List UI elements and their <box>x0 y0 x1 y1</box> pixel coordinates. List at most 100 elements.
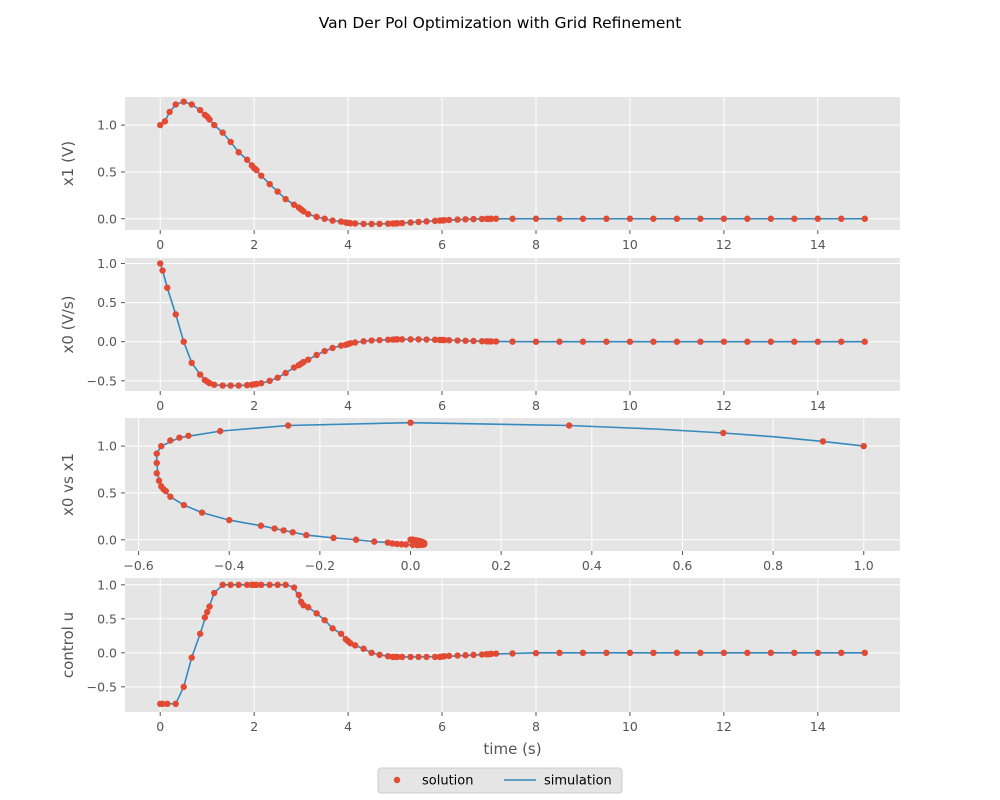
solution-point <box>376 651 383 659</box>
solution-point <box>161 118 169 125</box>
solution-point <box>347 220 354 227</box>
solution-point <box>509 338 516 345</box>
solution-point <box>337 630 345 637</box>
x-tick-label: 12 <box>716 719 732 734</box>
solution-point <box>304 604 312 611</box>
y-tick-label: 1.0 <box>97 439 117 454</box>
x-tick-label: 0 <box>156 398 164 413</box>
solution-point <box>172 700 179 708</box>
solution-point <box>227 581 234 589</box>
solution-point <box>838 338 845 345</box>
solution-point <box>253 581 260 589</box>
solution-point <box>861 215 868 222</box>
x-axis-label: time (s) <box>483 740 541 758</box>
solution-point <box>767 338 775 345</box>
solution-point <box>274 188 281 195</box>
solution-point <box>368 337 375 344</box>
solution-point <box>470 215 477 223</box>
solution-point <box>838 215 845 222</box>
solution-point <box>203 608 211 616</box>
x-tick-label: 2 <box>250 237 258 252</box>
solution-point <box>415 218 422 226</box>
solution-point <box>720 338 728 345</box>
solution-point <box>180 501 188 509</box>
solution-point <box>360 338 367 345</box>
solution-point <box>650 338 657 345</box>
plot-area <box>125 578 900 712</box>
solution-point <box>441 217 448 224</box>
solution-point <box>167 493 174 500</box>
legend-simulation-label: simulation <box>544 774 612 789</box>
solution-point <box>227 382 234 389</box>
plot-area <box>125 258 900 391</box>
solution-point <box>188 359 195 367</box>
subplot-3: −0.6 −0.4 −0.2 0.0 0.2 0.4 0.6 0.8 1.0 0.0 0.5 1.0 x… <box>59 418 900 573</box>
solution-point <box>360 645 367 652</box>
x-tick-label: 0.0 <box>401 558 421 573</box>
solution-point <box>579 649 587 657</box>
solution-point <box>462 337 469 344</box>
x-tick-label: 2 <box>250 398 258 413</box>
x-tick-label: 14 <box>810 237 826 252</box>
solution-point <box>216 427 224 435</box>
solution-point <box>329 344 336 352</box>
subplots: 0 2 4 6 8 10 12 14 0.0 0.5 1.0 x1 (V) 0 2 4 6 8 10 12 14 −0.… <box>59 97 900 758</box>
solution-point <box>167 437 174 444</box>
solution-point <box>274 374 281 381</box>
solution-point <box>290 584 298 591</box>
solution-point <box>206 116 213 123</box>
solution-point <box>313 213 320 221</box>
solution-point <box>814 649 822 657</box>
solution-point <box>330 534 337 542</box>
subplot-2: 0 2 4 6 8 10 12 14 −0.5 0.0 0.5 1.0 x0 (V/s) <box>59 256 900 413</box>
solution-point <box>394 653 401 661</box>
solution-point <box>347 340 354 347</box>
solution-point <box>398 219 406 227</box>
solution-point <box>304 356 312 363</box>
solution-point <box>153 450 160 457</box>
solution-point <box>282 195 289 203</box>
solution-point <box>159 700 166 708</box>
solution-point <box>402 541 410 548</box>
solution-point <box>384 220 392 227</box>
solution-point <box>166 108 173 116</box>
solution-point <box>720 215 728 222</box>
solution-point <box>351 220 359 227</box>
solution-point <box>462 652 469 659</box>
solution-point <box>219 382 226 389</box>
solution-point <box>393 540 401 548</box>
legend: solution simulation <box>377 767 623 794</box>
solution-point <box>196 106 204 114</box>
solution-point <box>289 529 296 536</box>
solution-point <box>744 215 751 222</box>
solution-point <box>271 525 278 532</box>
solution-point <box>196 630 204 637</box>
solution-point <box>282 369 289 377</box>
solution-point <box>398 653 406 661</box>
solution-point <box>441 336 448 344</box>
solution-point <box>454 652 461 659</box>
x-tick-label: 12 <box>716 398 732 413</box>
solution-point <box>243 581 251 589</box>
solution-point <box>235 382 242 389</box>
solution-point <box>861 338 868 345</box>
y-tick-label: 0.0 <box>97 532 117 547</box>
solution-point <box>423 336 430 343</box>
solution-point <box>153 459 160 467</box>
y-axis-label: x0 vs x1 <box>59 453 77 516</box>
solution-point <box>492 338 500 345</box>
solution-point <box>556 338 563 345</box>
solution-point <box>176 434 183 441</box>
solution-point <box>243 156 251 163</box>
solution-point <box>290 201 298 208</box>
solution-point <box>791 649 798 657</box>
y-tick-label: 1.0 <box>97 577 117 592</box>
solution-point <box>556 649 563 657</box>
solution-point <box>445 337 453 344</box>
solution-point <box>579 338 587 345</box>
solution-point <box>351 339 359 346</box>
solution-point <box>266 377 273 385</box>
solution-point <box>767 215 775 222</box>
solution-point <box>441 653 448 660</box>
x-tick-label: 10 <box>622 719 638 734</box>
